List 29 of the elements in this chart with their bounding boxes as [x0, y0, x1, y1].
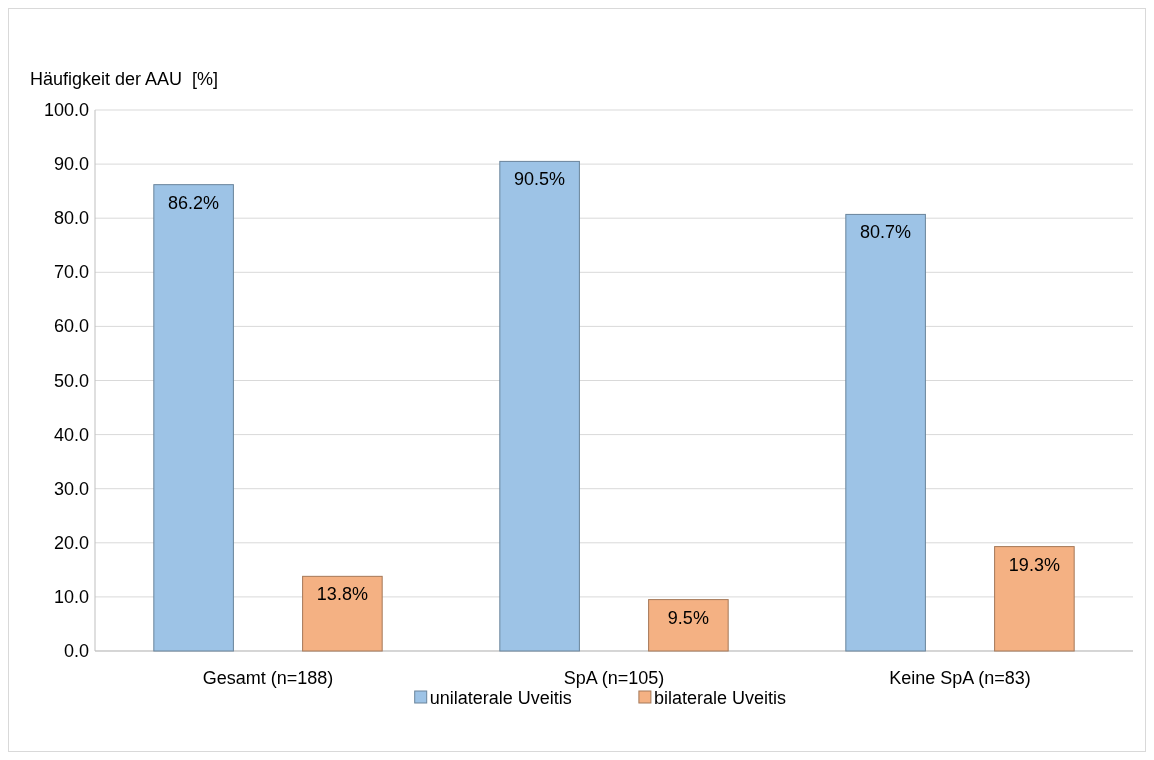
y-tick-label: 40.0: [53, 424, 89, 445]
data-label: 13.8%: [316, 584, 368, 605]
data-label: 86.2%: [168, 192, 220, 213]
bar: [845, 213, 926, 652]
data-label: 19.3%: [1008, 554, 1060, 575]
x-tick-label: SpA (n=105): [563, 668, 665, 688]
x-tick-label: Gesamt (n=188): [202, 668, 334, 688]
y-tick-label: 30.0: [53, 478, 89, 499]
y-tick-label: 90.0: [53, 154, 89, 175]
y-tick-label: 10.0: [53, 586, 89, 607]
legend-label: unilaterale Uveitis: [429, 688, 572, 708]
bar: [994, 546, 1075, 652]
bar: [648, 599, 729, 652]
legend-label: bilaterale Uveitis: [653, 688, 786, 708]
x-tick-label: Keine SpA (n=83): [889, 668, 1031, 688]
bar: [153, 184, 234, 652]
data-label: 9.5%: [667, 607, 709, 628]
data-label: 90.5%: [514, 169, 566, 190]
y-tick-label: 0.0: [63, 641, 89, 661]
y-tick-label: 60.0: [53, 316, 89, 337]
bar: [499, 160, 580, 652]
y-tick-label: 100.0: [43, 100, 89, 120]
bar: [302, 575, 383, 652]
y-tick-label: 70.0: [53, 262, 89, 283]
y-tick-label: 50.0: [53, 370, 89, 391]
y-tick-label: 80.0: [53, 208, 89, 229]
data-label: 80.7%: [860, 222, 912, 243]
y-tick-label: 20.0: [53, 532, 89, 553]
y-axis-title: Häufigkeit der AAU [%]: [30, 69, 219, 89]
